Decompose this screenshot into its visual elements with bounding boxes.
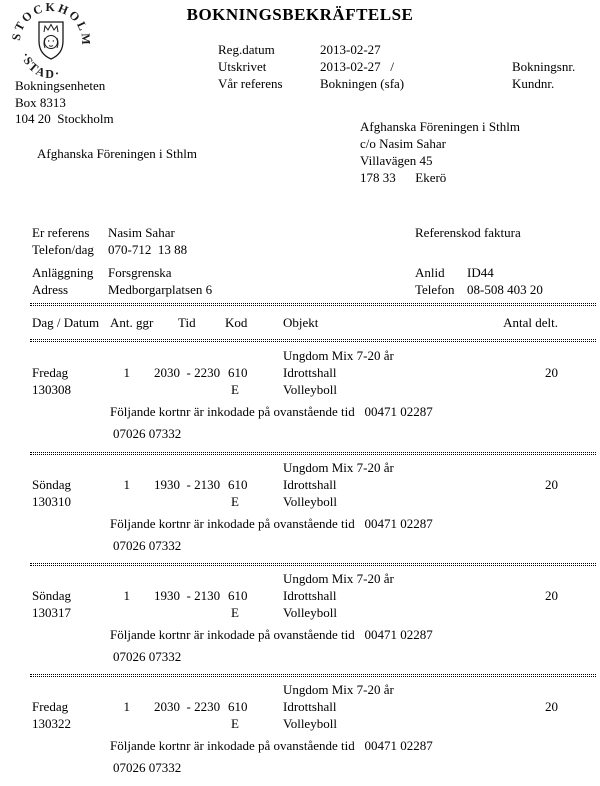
referenskod-faktura-label: Referenskod faktura: [415, 225, 521, 240]
booking-antal-delt: 20: [545, 588, 558, 603]
booking-kod: 610: [228, 477, 248, 492]
booking-date: 130308: [32, 382, 71, 397]
adress-value: Medborgarplatsen 6: [108, 282, 213, 297]
booking-kod: 610: [228, 588, 248, 603]
telefon-dag-label: Telefon/dag: [32, 242, 94, 257]
utskrivet-value: 2013-02-27 /: [320, 59, 395, 74]
booking-card-note: Följande kortnr är inkodade på ovanståen…: [110, 627, 433, 642]
booking-objekt: Idrottshall: [283, 699, 337, 714]
reg-datum-label: Reg.datum: [218, 42, 275, 57]
booking-date: 130317: [32, 605, 71, 620]
booking-ggr: 1: [123, 365, 131, 380]
booking-group: Ungdom Mix 7-20 år: [283, 682, 394, 697]
booking-tid: 1930 - 2130: [154, 588, 221, 603]
booking-tid: 2030 - 2230: [154, 699, 221, 714]
sender-city: 104 20 Stockholm: [15, 111, 114, 126]
booking-ggr: 1: [123, 699, 131, 714]
adress-label: Adress: [32, 282, 69, 297]
booking-card-numbers: 07026 07332: [113, 649, 182, 664]
booking-card-numbers: 07026 07332: [113, 538, 182, 553]
col-header-objekt: Objekt: [283, 315, 319, 330]
booking-activity: Volleyboll: [283, 382, 337, 397]
customer-org-name: Afghanska Föreningen i Sthlm: [37, 146, 197, 161]
booking-tid: 1930 - 2130: [154, 477, 221, 492]
st-erik-shield-icon: [38, 21, 64, 60]
booking-card-note: Följande kortnr är inkodade på ovanståen…: [110, 404, 433, 419]
booking-antal-delt: 20: [545, 699, 558, 714]
booking-activity: Volleyboll: [283, 605, 337, 620]
booking-kod2: E: [231, 382, 239, 397]
separator-line: [30, 303, 596, 306]
booking-activity: Volleyboll: [283, 494, 337, 509]
recipient-line-1: Afghanska Föreningen i Sthlm: [360, 119, 520, 134]
anlid-value: ID44: [467, 265, 494, 280]
booking-block-2: Ungdom Mix 7-20 år Söndag 1 1930 - 2130 …: [0, 460, 600, 560]
booking-block-4: Ungdom Mix 7-20 år Fredag 1 2030 - 2230 …: [0, 682, 600, 782]
booking-kod: 610: [228, 699, 248, 714]
col-header-kod: Kod: [225, 315, 248, 330]
booking-block-1: Ungdom Mix 7-20 år Fredag 1 2030 - 2230 …: [0, 348, 600, 448]
booking-card-note: Följande kortnr är inkodade på ovanståen…: [110, 516, 433, 531]
telefon-value: 08-508 403 20: [467, 282, 543, 297]
er-referens-label: Er referens: [32, 225, 90, 240]
anlaggning-label: Anläggning: [32, 265, 94, 280]
sender-unit: Bokningsenheten: [15, 78, 106, 93]
telefon-label: Telefon: [415, 282, 455, 297]
booking-kod2: E: [231, 716, 239, 731]
booking-block-3: Ungdom Mix 7-20 år Söndag 1 1930 - 2130 …: [0, 571, 600, 671]
telefon-dag-value: 070-712 13 88: [108, 242, 188, 257]
booking-activity: Volleyboll: [283, 716, 337, 731]
recipient-line-3: Villavägen 45: [360, 153, 433, 168]
booking-objekt: Idrottshall: [283, 365, 337, 380]
booking-group: Ungdom Mix 7-20 år: [283, 460, 394, 475]
booking-card-note: Följande kortnr är inkodade på ovanståen…: [110, 738, 433, 753]
booking-objekt: Idrottshall: [283, 588, 337, 603]
booking-kod2: E: [231, 605, 239, 620]
booking-group: Ungdom Mix 7-20 år: [283, 348, 394, 363]
er-referens-value: Nasim Sahar: [108, 225, 175, 240]
booking-day: Fredag: [32, 699, 69, 714]
bokningsnr-label: Bokningsnr.: [512, 59, 576, 74]
booking-date: 130310: [32, 494, 71, 509]
col-header-antal-delt: Antal delt.: [503, 315, 558, 330]
booking-date: 130322: [32, 716, 71, 731]
booking-antal-delt: 20: [545, 365, 558, 380]
booking-kod: 610: [228, 365, 248, 380]
col-header-ant-ggr: Ant. ggr: [110, 315, 154, 330]
recipient-line-2: c/o Nasim Sahar: [360, 136, 446, 151]
booking-card-numbers: 07026 07332: [113, 760, 182, 775]
sender-box: Box 8313: [15, 95, 66, 110]
booking-card-numbers: 07026 07332: [113, 426, 182, 441]
stockholms-stad-logo: STOCKHOLMS ·STAD·: [4, 1, 91, 81]
var-referens-value: Bokningen (sfa): [320, 76, 405, 91]
booking-objekt: Idrottshall: [283, 477, 337, 492]
booking-ggr: 1: [123, 588, 131, 603]
booking-antal-delt: 20: [545, 477, 558, 492]
separator-line: [30, 339, 596, 342]
booking-group: Ungdom Mix 7-20 år: [283, 571, 394, 586]
kundnr-label: Kundnr.: [512, 76, 555, 91]
recipient-line-4: 178 33 Ekerö: [360, 170, 447, 185]
booking-tid: 2030 - 2230: [154, 365, 221, 380]
utskrivet-label: Utskrivet: [218, 59, 267, 74]
separator-line: [30, 674, 596, 677]
page-title: BOKNINGSBEKRÄFTELSE: [186, 5, 414, 24]
col-header-dag-datum: Dag / Datum: [32, 315, 100, 330]
separator-line: [30, 452, 596, 455]
anlid-label: Anlid: [415, 265, 445, 280]
booking-ggr: 1: [123, 477, 131, 492]
booking-day: Söndag: [32, 588, 71, 603]
reg-datum-value: 2013-02-27: [320, 42, 381, 57]
var-referens-label: Vår referens: [218, 76, 283, 91]
booking-day: Söndag: [32, 477, 71, 492]
separator-line: [30, 563, 596, 566]
col-header-tid: Tid: [178, 315, 196, 330]
anlaggning-value: Forsgrenska: [108, 265, 172, 280]
booking-kod2: E: [231, 494, 239, 509]
booking-day: Fredag: [32, 365, 69, 380]
